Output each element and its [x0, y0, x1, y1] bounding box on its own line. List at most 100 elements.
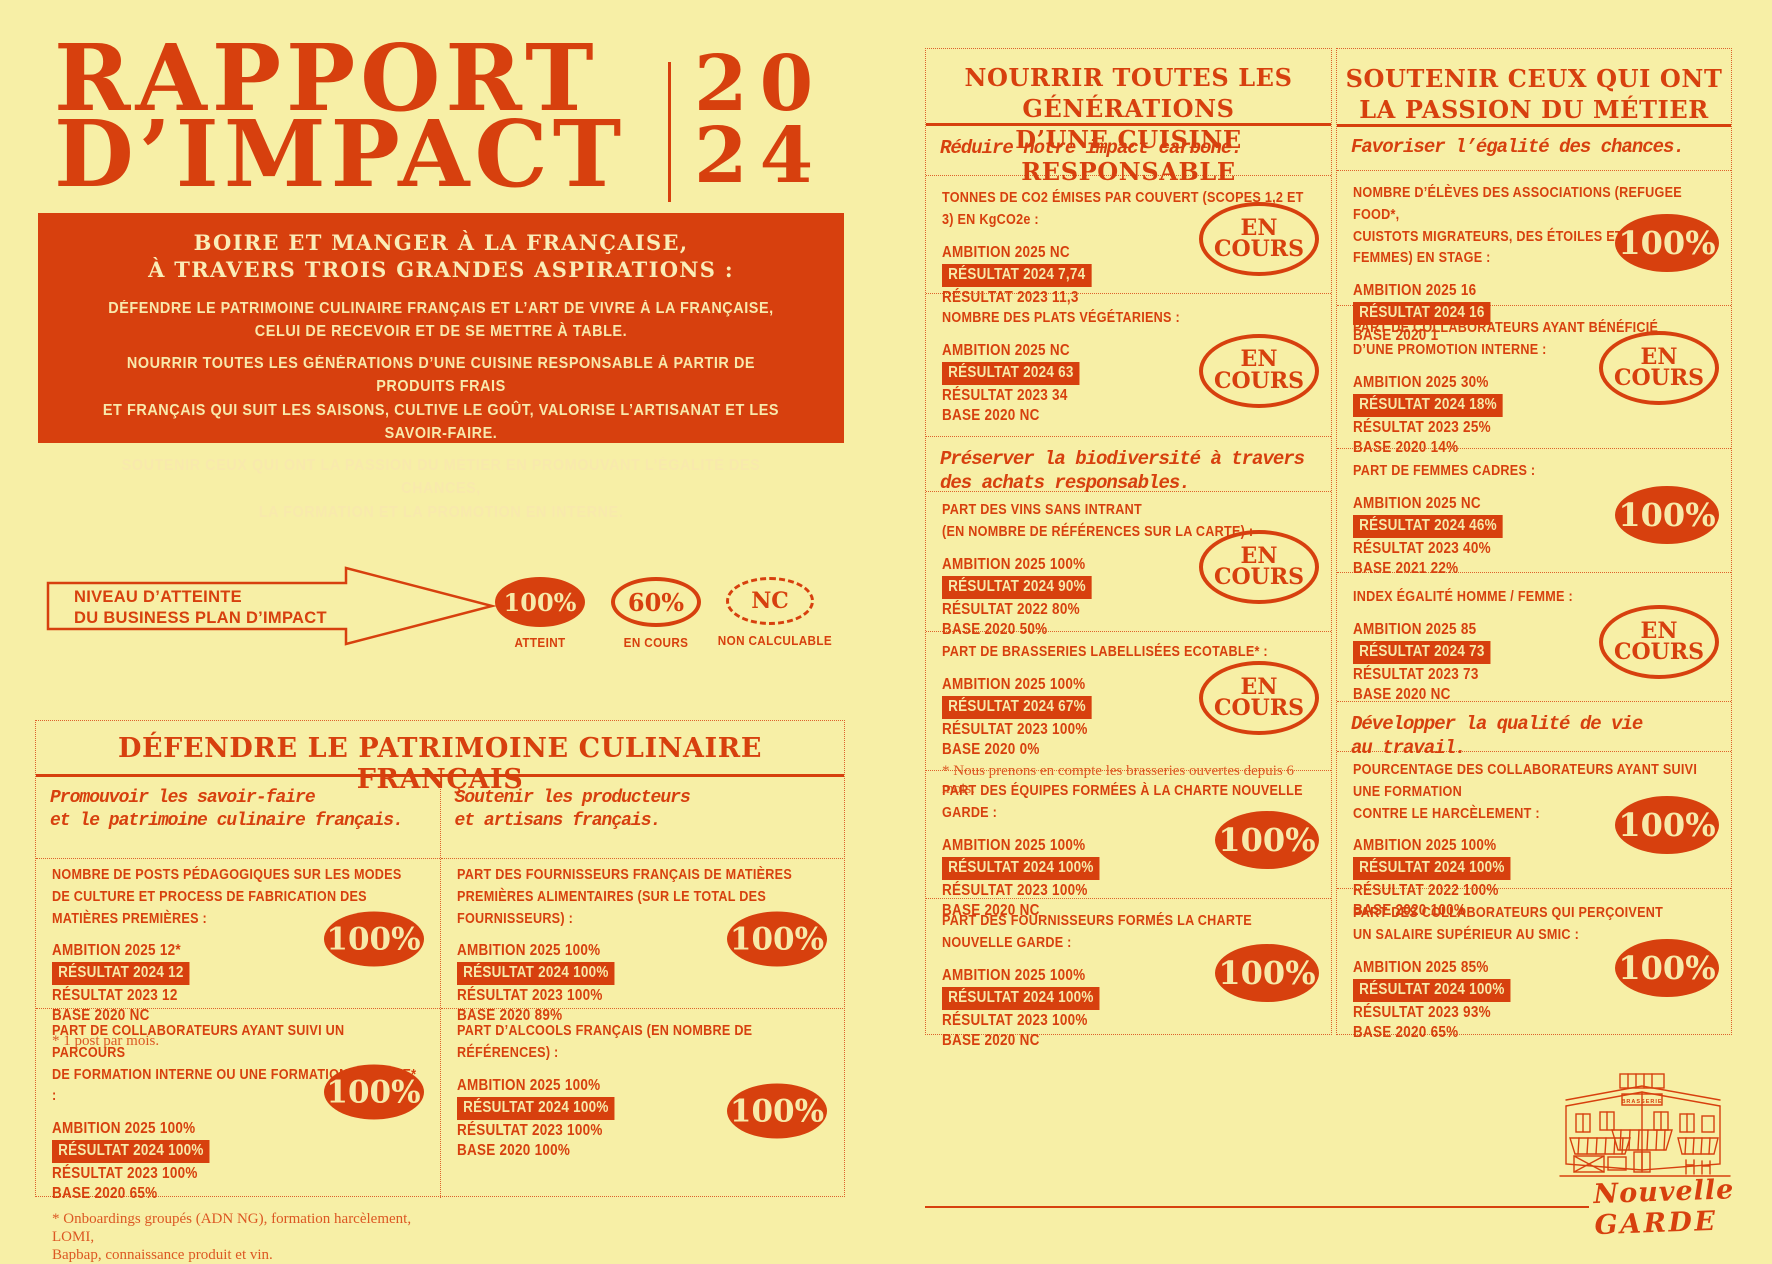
status-badge-atteint: 100%	[323, 1064, 424, 1120]
legend-arrow-label-line1: NIVEAU D’ATTEINTE	[74, 588, 242, 606]
report-title: RAPPORT D’IMPACT	[54, 24, 627, 208]
metric-label: NOMBRE DES PLATS VÉGÉTARIENS :	[942, 310, 1180, 326]
status-badge-atteint: 100%	[727, 1083, 827, 1139]
metric-posts-pedagogiques: NOMBRE DE POSTS PÉDAGOGIQUES SUR LES MOD…	[36, 859, 440, 1049]
status-badge-atteint: 100%	[1215, 943, 1319, 1002]
metric-brasseries-ecotable: PART DE BRASSERIES LABELLISÉES ECOTABLE*…	[926, 632, 1331, 797]
metric-resultat-2024: RÉSULTAT 2024 90%	[942, 575, 1093, 599]
defendre-col-promouvoir: Promouvoir les savoir-faire et le patrim…	[36, 777, 440, 1263]
intro-paragraph-defendre: DÉFENDRE LE PATRIMOINE CULINAIRE FRANÇAI…	[108, 299, 774, 340]
metric-resultat-2024: RÉSULTAT 2024 100%	[456, 1096, 615, 1120]
defendre-col-soutenir-producteurs: Soutenir les producteurs et artisans fra…	[439, 777, 844, 1198]
status-value: EN COURS	[1213, 673, 1305, 722]
metric-values: AMBITION 2025 100% RÉSULTAT 2024 100% RÉ…	[456, 1076, 824, 1161]
status-value: EN COURS	[1613, 617, 1705, 666]
intro-paragraph-nourrir: NOURRIR TOUTES LES GÉNÉRATIONS D’UNE CUI…	[102, 355, 780, 442]
status-badge-en-cours: EN COURS	[1599, 605, 1719, 680]
status-badge-atteint: 100%	[1615, 214, 1719, 273]
metric-values: AMBITION 2025 NC RÉSULTAT 2024 63 RÉSULT…	[942, 341, 1312, 426]
metric-resultat-2024: RÉSULTAT 2024 100%	[456, 962, 615, 986]
status-value: 100%	[1618, 496, 1716, 535]
metric-ambition: AMBITION 2025 85%	[1353, 958, 1489, 976]
metric-values: AMBITION 2025 16 RÉSULTAT 2024 16 BASE 2…	[1353, 281, 1712, 346]
metric-base: BASE 2020 50%	[942, 620, 1048, 638]
metric-resultat-2023: RÉSULTAT 2023 93%	[1353, 1003, 1491, 1021]
metric-label: PART DE COLLABORATEURS AYANT SUIVI UN PA…	[52, 1023, 416, 1105]
metric-label: PART D’ALCOOLS FRANÇAIS (EN NOMBRE DE RÉ…	[456, 1023, 752, 1061]
legend-item-atteint: 100% ATTEINT	[482, 577, 598, 650]
metric-resultat-2024: RÉSULTAT 2024 73	[1353, 640, 1491, 664]
metric-ambition: AMBITION 2025 30%	[1353, 373, 1489, 391]
metric-resultat-2023: RÉSULTAT 2023 100%	[456, 1121, 603, 1139]
metric-values: AMBITION 2025 100% RÉSULTAT 2024 90% RÉS…	[942, 555, 1312, 640]
status-badge-en-cours: EN COURS	[1199, 530, 1319, 605]
metric-parcours-formation: PART DE COLLABORATEURS AYANT SUIVI UN PA…	[36, 1009, 440, 1263]
subsection-egalite-chances: Favoriser l’égalité des chances.	[1337, 127, 1731, 171]
metric-ambition: AMBITION 2025 100%	[942, 555, 1086, 573]
metric-values: AMBITION 2025 NC RÉSULTAT 2024 46% RÉSUL…	[1353, 494, 1712, 579]
metric-alcools-francais: PART D’ALCOOLS FRANÇAIS (EN NOMBRE DE RÉ…	[441, 1009, 844, 1198]
metric-resultat-2024: RÉSULTAT 2024 12	[52, 962, 190, 986]
footer-divider	[925, 1206, 1589, 1208]
metric-co2-par-couvert: TONNES DE CO2 ÉMISES PAR COUVERT (SCOPES…	[926, 176, 1331, 306]
subsection-biodiversite: Préserver la biodiversité à travers des …	[926, 437, 1331, 494]
metric-label: NOMBRE DE POSTS PÉDAGOGIQUES SUR LES MOD…	[52, 867, 402, 927]
metric-resultat-2024: RÉSULTAT 2024 67%	[942, 695, 1093, 719]
legend-badge-atteint-value: 100%	[503, 587, 577, 617]
metric-index-egalite: INDEX ÉGALITÉ HOMME / FEMME : AMBITION 2…	[1337, 573, 1731, 703]
legend-label-non-calculable: NON CALCULABLE	[717, 633, 833, 648]
metric-resultat-2023: RÉSULTAT 2023 40%	[1353, 539, 1491, 557]
metric-resultat-2023: RÉSULTAT 2023 34	[942, 386, 1068, 404]
metric-salaire-smic: PART DES COLLABORATEURS QUI PERÇOIVENT U…	[1337, 889, 1731, 1041]
metric-resultat-2023: RÉSULTAT 2023 100%	[456, 987, 603, 1005]
metric-ambition: AMBITION 2025 100%	[942, 836, 1086, 854]
status-badge-atteint: 100%	[1615, 486, 1719, 545]
metric-label: PART DES FOURNISSEURS FORMÉS LA CHARTE N…	[942, 913, 1252, 951]
defendre-columns: Promouvoir les savoir-faire et le patrim…	[36, 777, 844, 1263]
metric-ambition: AMBITION 2025 100%	[456, 942, 600, 960]
arrow-shape	[46, 566, 496, 646]
metric-values: AMBITION 2025 100% RÉSULTAT 2024 100% RÉ…	[456, 941, 824, 1026]
brand-script: Nouvelle	[1592, 1174, 1735, 1211]
metric-eleves-associations: NOMBRE D’ÉLÈVES DES ASSOCIATIONS (REFUGE…	[1337, 171, 1731, 344]
status-value: 100%	[326, 921, 421, 958]
status-badge-en-cours: EN COURS	[1199, 661, 1319, 736]
intro-heading: BOIRE ET MANGER À LA FRANÇAISE, À TRAVER…	[148, 230, 734, 283]
subsection-impact-carbone: Réduire notre impact carbone.	[926, 126, 1331, 176]
metric-ambition: AMBITION 2025 NC	[942, 243, 1070, 261]
metric-label: POURCENTAGE DES COLLABORATEURS AYANT SUI…	[1353, 762, 1698, 822]
legend-arrow: NIVEAU D’ATTEINTE DU BUSINESS PLAN D’IMP…	[46, 566, 496, 646]
metric-values: AMBITION 2025 NC RÉSULTAT 2024 7,74 RÉSU…	[942, 243, 1312, 308]
metric-values: AMBITION 2025 100% RÉSULTAT 2024 100% RÉ…	[1353, 836, 1712, 921]
status-value: 100%	[1618, 806, 1716, 845]
brand-caps: GARDE	[1594, 1205, 1719, 1242]
status-value: EN COURS	[1213, 214, 1305, 263]
metric-base: BASE 2020 100%	[1353, 902, 1467, 920]
metric-resultat-2023: RÉSULTAT 2023 73	[1353, 665, 1479, 683]
metric-base: BASE 2020 NC	[52, 1007, 150, 1025]
status-badge-atteint: 100%	[1615, 939, 1719, 998]
legend-badge-non-calculable: NC	[726, 577, 814, 625]
metric-values: AMBITION 2025 100% RÉSULTAT 2024 100% RÉ…	[942, 836, 1312, 921]
metric-ambition: AMBITION 2025 100%	[52, 1120, 196, 1137]
metric-resultat-2024: RÉSULTAT 2024 100%	[1353, 857, 1511, 881]
report-title-line2: D’IMPACT	[54, 100, 627, 208]
section-defendre-title: DÉFENDRE LE PATRIMOINE CULINAIRE FRANÇAI…	[36, 721, 844, 795]
legend-arrow-label-line2: DU BUSINESS PLAN D’IMPACT	[74, 609, 327, 627]
metric-resultat-2023: RÉSULTAT 2023 100%	[942, 881, 1088, 899]
metric-base: BASE 2020 65%	[1353, 1023, 1459, 1041]
metric-ambition: AMBITION 2025 100%	[456, 1076, 600, 1094]
metric-values: AMBITION 2025 85% RÉSULTAT 2024 100% RÉS…	[1353, 958, 1712, 1043]
report-title-line1: RAPPORT	[54, 24, 599, 132]
metric-resultat-2023: RÉSULTAT 2023 100%	[52, 1165, 198, 1182]
metric-resultat-2024: RÉSULTAT 2024 63	[942, 361, 1080, 385]
status-value: 100%	[1618, 949, 1716, 988]
metric-resultat-2023: RÉSULTAT 2023 12	[52, 987, 178, 1005]
report-year-top: 20	[694, 39, 826, 129]
metric-formation-harcelement: POURCENTAGE DES COLLABORATEURS AYANT SUI…	[1337, 752, 1731, 919]
metric-ambition: AMBITION 2025 NC	[1353, 494, 1481, 512]
metric-label: PART DES COLLABORATEURS QUI PERÇOIVENT U…	[1353, 905, 1664, 943]
metric-values: AMBITION 2025 100% RÉSULTAT 2024 100% RÉ…	[942, 966, 1312, 1051]
metric-label: TONNES DE CO2 ÉMISES PAR COUVERT (SCOPES…	[942, 190, 1304, 228]
section-soutenir: SOUTENIR CEUX QUI ONT LA PASSION DU MÉTI…	[1336, 48, 1732, 1041]
